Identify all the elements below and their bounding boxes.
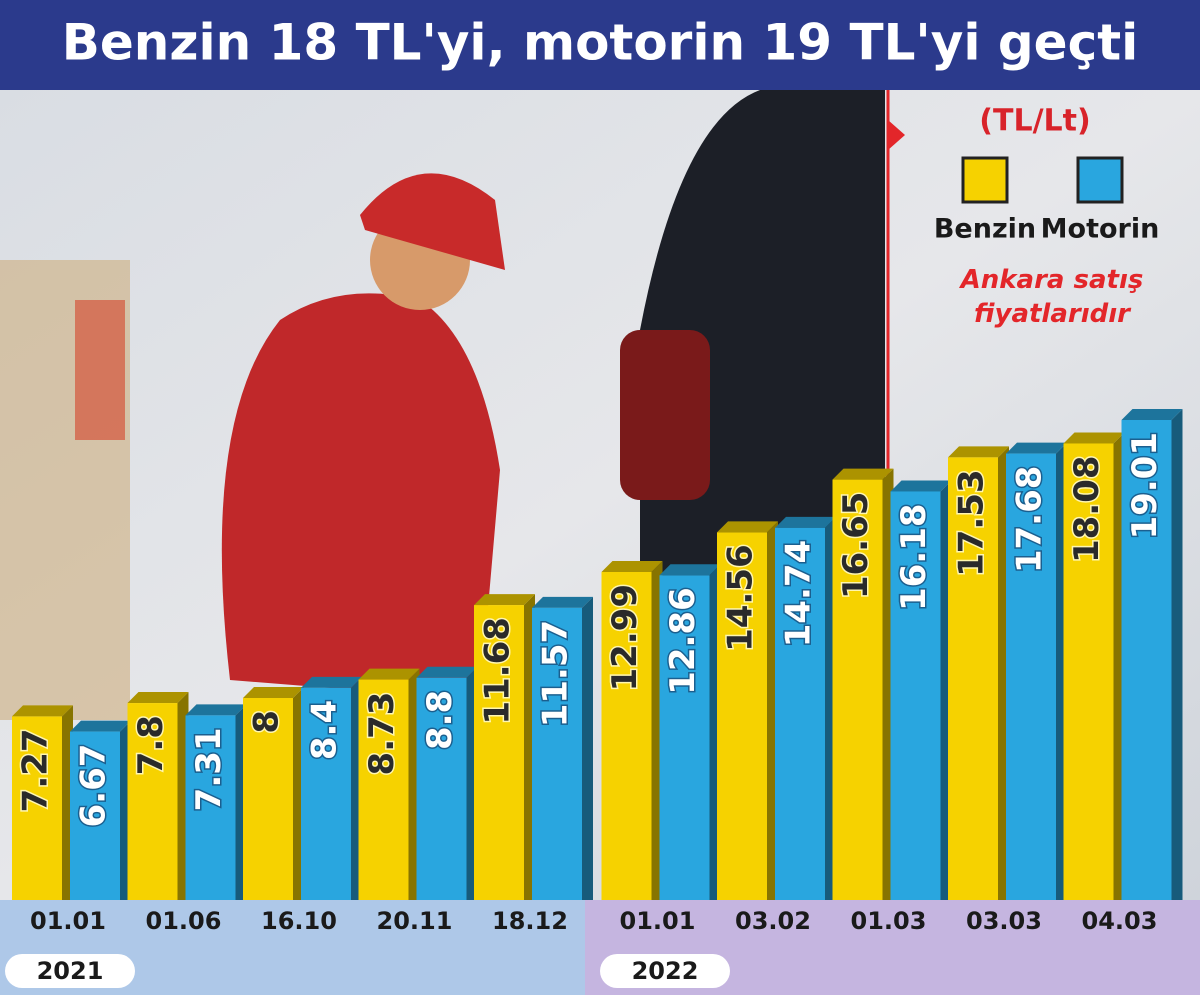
year-pill — [600, 954, 730, 988]
x-tick-label: 03.03 — [966, 907, 1042, 935]
value-label: 8.8 — [420, 690, 460, 750]
bar-face — [301, 687, 351, 900]
bar-face — [416, 677, 467, 900]
bar-top — [1006, 442, 1067, 454]
x-tick-label: 01.01 — [620, 907, 696, 935]
x-tick-label: 03.02 — [735, 907, 811, 935]
bar-face — [832, 479, 883, 900]
value-label: 11.57 — [536, 620, 576, 728]
legend-swatch — [961, 156, 1009, 204]
bar-top — [185, 704, 247, 716]
bar-face — [1121, 420, 1172, 900]
bar-face — [948, 457, 998, 900]
unit-label: (TL/Lt) — [979, 104, 1090, 139]
x-tick-label: 20.11 — [377, 907, 453, 935]
value-label: 17.68 — [1010, 466, 1050, 574]
value-label: 12.99 — [605, 584, 645, 692]
value-label: 19.01 — [1125, 432, 1165, 540]
bar-top — [70, 720, 131, 732]
bar-top — [948, 446, 1009, 458]
value-label: 6.67 — [74, 744, 114, 828]
bar-face — [532, 607, 582, 900]
bar — [474, 594, 535, 900]
bar-top — [301, 676, 362, 688]
bar-top — [358, 668, 420, 680]
value-label: 7.31 — [189, 727, 229, 811]
legend-swatch — [1076, 156, 1124, 204]
bar-side — [582, 596, 593, 900]
bar-top — [717, 521, 778, 533]
bar-face — [1063, 443, 1114, 900]
value-label: 18.08 — [1067, 455, 1107, 563]
bar-face — [185, 715, 236, 900]
bar-face — [12, 716, 62, 900]
bar-face — [890, 491, 941, 900]
bar-side — [1171, 409, 1183, 900]
year-pill — [5, 954, 135, 988]
x-tick-label: 04.03 — [1082, 907, 1158, 935]
value-label: 16.18 — [894, 503, 934, 611]
value-label: 17.53 — [952, 469, 992, 577]
bar-face — [1006, 453, 1056, 900]
year-label: 2021 — [37, 957, 104, 985]
bar-top — [659, 564, 721, 576]
bar — [358, 668, 420, 900]
bar-top — [1063, 432, 1125, 444]
value-label: 14.56 — [721, 544, 761, 652]
bar-face — [70, 731, 120, 900]
bar-top — [127, 692, 189, 704]
bar-top — [243, 687, 304, 699]
value-label: 8 — [247, 710, 287, 734]
bar — [775, 516, 836, 900]
value-label: 11.68 — [478, 617, 518, 725]
value-label: 7.27 — [16, 728, 56, 812]
legend: (TL/Lt) Ankara satış fiyatlarıdır — [886, 90, 1144, 490]
bar — [532, 596, 593, 900]
value-label: 14.74 — [779, 540, 819, 648]
year-label: 2022 — [632, 957, 699, 985]
bar-face — [659, 575, 710, 900]
bar — [1121, 409, 1183, 900]
value-label: 8.73 — [362, 692, 402, 776]
bar-top — [890, 480, 952, 492]
bar-top — [12, 705, 73, 717]
bar-face — [358, 679, 409, 900]
bar — [601, 561, 663, 900]
note: Ankara satış fiyatlarıdır — [959, 265, 1144, 329]
bar-top — [775, 516, 836, 528]
bar-top — [1121, 409, 1183, 420]
bar-face — [127, 703, 178, 900]
arrow — [888, 120, 905, 150]
bar-top — [532, 596, 593, 608]
value-label: 8.4 — [305, 700, 345, 760]
chart-title: Benzin 18 TL'yi, motorin 19 TL'yi geçti — [62, 14, 1139, 72]
x-tick-label: 01.01 — [30, 907, 106, 935]
bar-face — [601, 572, 652, 900]
value-label: 16.65 — [836, 492, 876, 600]
bar-face — [717, 532, 767, 900]
x-tick-label: 01.03 — [851, 907, 927, 935]
bar-face — [243, 698, 293, 900]
x-tick-label: 18.12 — [492, 907, 568, 935]
bar-top — [601, 561, 663, 573]
legend-label: Motorin — [1041, 214, 1160, 245]
x-tick-label: 01.06 — [146, 907, 222, 935]
value-label: 7.8 — [131, 715, 171, 775]
x-tick-label: 16.10 — [261, 907, 337, 935]
title-bar — [0, 0, 1200, 90]
bar-top — [416, 666, 478, 678]
bar-face — [474, 605, 524, 900]
legend-label: Benzin — [934, 214, 1036, 245]
bar-face — [775, 527, 825, 900]
value-label: 12.86 — [663, 587, 703, 695]
bar-top — [474, 594, 535, 606]
bar-top — [832, 468, 894, 480]
